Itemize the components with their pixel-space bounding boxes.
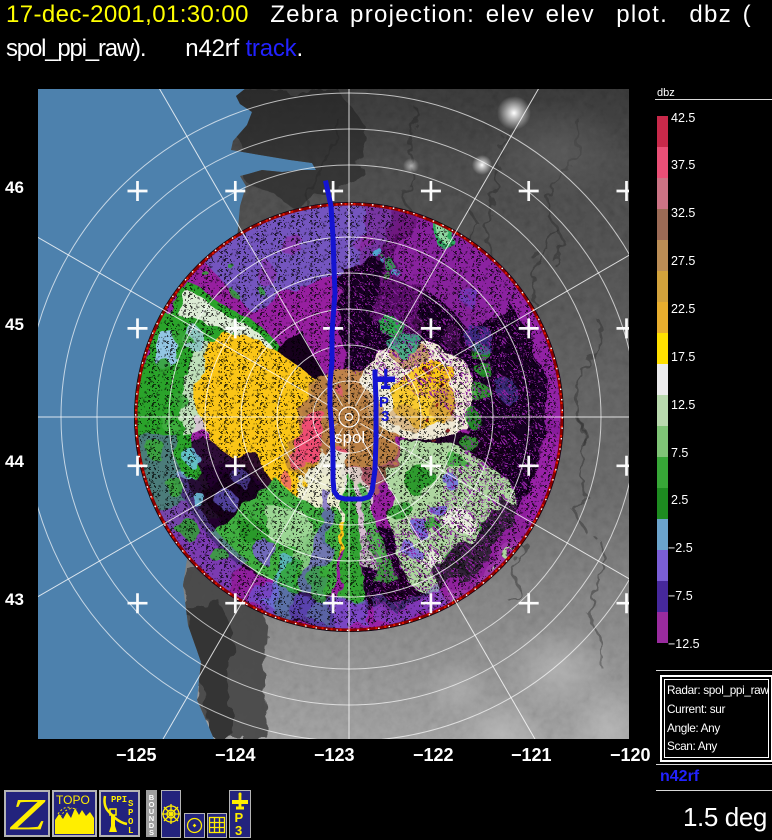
svg-text:3: 3 — [381, 408, 389, 425]
svg-text:TOPO: TOPO — [56, 793, 90, 807]
svg-text:spol: spol — [334, 428, 365, 447]
svg-text:O: O — [128, 817, 134, 827]
svg-text:PPI: PPI — [111, 795, 127, 805]
svg-text:L: L — [128, 826, 133, 835]
svg-text:P: P — [379, 394, 389, 411]
svg-text:P: P — [235, 810, 244, 825]
svg-text:S: S — [128, 799, 134, 809]
svg-text:Z: Z — [9, 792, 46, 835]
svg-text:P: P — [128, 808, 134, 818]
svg-text:3: 3 — [235, 823, 242, 837]
